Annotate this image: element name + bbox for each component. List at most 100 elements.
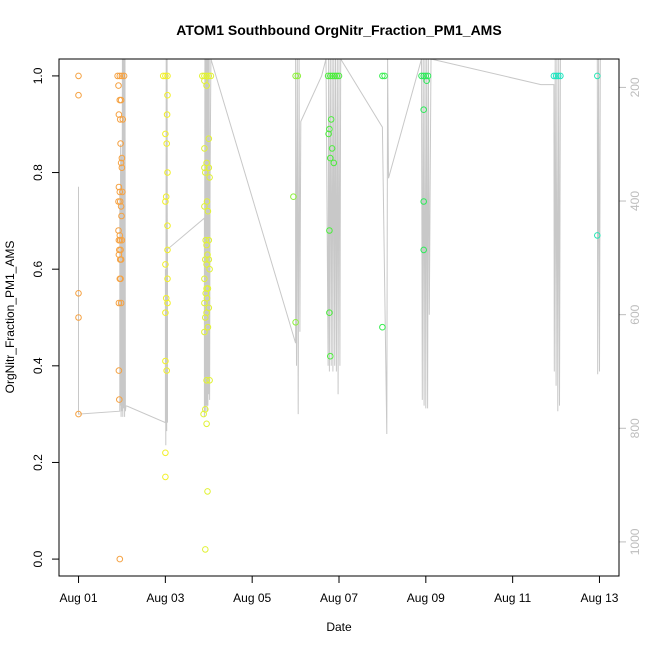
data-point xyxy=(379,72,386,80)
data-point xyxy=(326,227,333,234)
data-point xyxy=(203,198,211,205)
series-7 xyxy=(418,72,432,254)
y-tick-label: 0.0 xyxy=(31,550,45,567)
data-point xyxy=(117,256,125,263)
data-point xyxy=(117,159,125,167)
x-tick-label: Aug 13 xyxy=(580,591,618,605)
data-point xyxy=(119,116,127,123)
data-point xyxy=(201,328,208,336)
data-point xyxy=(204,488,211,495)
data-point xyxy=(162,473,169,481)
data-point xyxy=(552,72,560,80)
data-point xyxy=(420,106,428,113)
series-4 xyxy=(290,72,302,326)
data-point xyxy=(327,352,334,360)
right-tick-label: 600 xyxy=(628,304,642,324)
x-tick-label: Aug 09 xyxy=(407,591,445,605)
data-point xyxy=(557,72,564,80)
data-point xyxy=(200,410,207,418)
data-point xyxy=(164,222,171,229)
data-point xyxy=(201,164,208,171)
plot-box xyxy=(58,58,620,577)
x-tick-label: Aug 01 xyxy=(60,591,98,605)
data-point xyxy=(424,72,432,80)
y-tick-label: 0.8 xyxy=(31,164,45,181)
data-point xyxy=(163,111,171,118)
data-point xyxy=(162,198,169,205)
data-point xyxy=(326,125,333,133)
data-point xyxy=(325,130,332,138)
data-point xyxy=(75,72,82,80)
data-point xyxy=(164,91,171,99)
data-point xyxy=(330,159,338,167)
data-point xyxy=(381,72,388,80)
data-point xyxy=(116,188,124,196)
series-6 xyxy=(379,72,388,331)
x-tick-label: Aug 11 xyxy=(494,591,531,605)
data-point xyxy=(117,203,125,210)
series-1 xyxy=(75,72,128,563)
data-point xyxy=(115,111,123,118)
data-point xyxy=(115,299,123,307)
data-point xyxy=(206,377,213,384)
data-point xyxy=(164,72,171,80)
data-point xyxy=(327,154,334,162)
data-point xyxy=(75,314,82,321)
data-point xyxy=(207,72,215,80)
data-point xyxy=(203,309,210,317)
data-point xyxy=(205,135,213,142)
altitude-trace-line xyxy=(78,59,601,446)
data-point xyxy=(118,72,126,80)
data-point xyxy=(326,309,333,317)
data-point xyxy=(202,546,209,553)
data-point xyxy=(116,72,124,80)
data-point xyxy=(294,72,302,80)
data-point xyxy=(202,314,209,321)
data-point xyxy=(205,72,213,80)
data-point xyxy=(329,72,336,80)
data-point xyxy=(117,275,124,283)
data-point xyxy=(328,145,336,152)
data-point xyxy=(290,193,297,200)
points-layer xyxy=(75,72,601,563)
data-point xyxy=(115,82,122,89)
data-point xyxy=(75,91,82,99)
x-tick-label: Aug 03 xyxy=(146,591,184,605)
data-point xyxy=(162,193,170,200)
data-point xyxy=(164,275,171,283)
data-point xyxy=(379,323,386,331)
y-axis-label: OrgNitr_Fraction_PM1_AMS xyxy=(3,241,17,394)
data-point xyxy=(203,241,210,249)
data-point xyxy=(163,367,170,374)
data-point xyxy=(420,72,428,80)
data-point xyxy=(327,116,335,123)
data-point xyxy=(201,299,208,307)
y-tick-label: 0.6 xyxy=(31,261,45,278)
data-point xyxy=(116,198,124,205)
series-9 xyxy=(594,72,601,239)
data-point xyxy=(422,72,430,80)
data-point xyxy=(206,174,213,181)
data-point xyxy=(205,164,213,171)
data-point xyxy=(594,232,601,239)
chart-title: ATOM1 Southbound OrgNitr_Fraction_PM1_AM… xyxy=(176,22,501,38)
data-point xyxy=(119,188,126,196)
data-point xyxy=(333,72,341,80)
data-point xyxy=(164,169,171,176)
data-point xyxy=(117,299,125,307)
data-point xyxy=(115,367,123,374)
data-point xyxy=(550,72,558,80)
x-tick-label: Aug 05 xyxy=(233,591,271,605)
data-point xyxy=(116,116,124,123)
right-tick-label: 800 xyxy=(628,418,642,438)
data-point xyxy=(116,555,124,563)
data-point xyxy=(114,72,121,80)
data-point xyxy=(162,130,169,138)
data-point xyxy=(202,236,209,244)
data-point xyxy=(206,265,213,273)
data-point xyxy=(75,290,82,297)
series-8 xyxy=(550,72,564,80)
data-point xyxy=(162,309,169,317)
data-point xyxy=(117,140,124,147)
